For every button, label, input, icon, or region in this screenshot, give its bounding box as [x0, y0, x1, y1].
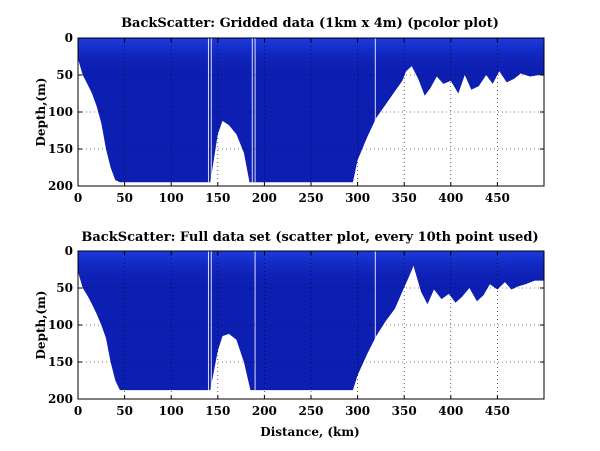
top-panel-y-tick-label: 50 [56, 68, 73, 82]
top-panel: BackScatter: Gridded data (1km x 4m) (pc… [34, 16, 545, 205]
top-panel-y-tick-label: 150 [48, 142, 73, 156]
top-panel-x-tick-label: 50 [116, 191, 133, 205]
bottom-panel-y-tick-label: 50 [56, 281, 73, 295]
top-panel-x-tick-label: 200 [252, 191, 277, 205]
top-panel-y-tick-label: 200 [48, 179, 73, 193]
bottom-panel-y-tick-label: 200 [48, 392, 73, 406]
bottom-panel-x-tick-label: 100 [159, 404, 184, 418]
top-panel-x-tick-label: 350 [392, 191, 417, 205]
bottom-panel-x-tick-label: 450 [485, 404, 510, 418]
top-panel-x-tick-label: 150 [205, 191, 230, 205]
top-panel-y-tick-label: 100 [48, 105, 73, 119]
bottom-panel-y-tick-label: 0 [65, 244, 73, 258]
top-panel-x-tick-label: 100 [159, 191, 184, 205]
bottom-panel-backscatter-field [78, 251, 544, 396]
bottom-panel-x-tick-label: 350 [392, 404, 417, 418]
bottom-panel-y-tick-label: 100 [48, 318, 73, 332]
top-panel-x-tick-label: 0 [74, 191, 82, 205]
bottom-panel-x-tick-label: 50 [116, 404, 133, 418]
top-panel-x-tick-label: 400 [438, 191, 463, 205]
top-panel-x-tick-label: 450 [485, 191, 510, 205]
bottom-panel-plot-area: 0 50 100 150 200 250 300 350 400 450 0 50 100 150 200 [48, 244, 545, 418]
bottom-panel-x-tick-label: 250 [298, 404, 323, 418]
top-panel-title: BackScatter: Gridded data (1km x 4m) (pc… [121, 16, 499, 31]
bottom-panel: BackScatter: Full data set (scatter plot… [34, 230, 545, 439]
bottom-panel-x-tick-label: 400 [438, 404, 463, 418]
bottom-panel-x-tick-label: 0 [74, 404, 82, 418]
bottom-panel-x-tick-label: 150 [205, 404, 230, 418]
top-panel-plot-area: 0 50 100 150 200 250 300 350 400 450 0 50 100 150 200 [48, 31, 545, 205]
bottom-panel-x-tick-label: 300 [345, 404, 370, 418]
bottom-panel-title: BackScatter: Full data set (scatter plot… [81, 230, 538, 245]
top-panel-x-tick-label: 300 [345, 191, 370, 205]
bottom-panel-y-axis-label: Depth,(m) [34, 291, 48, 360]
bottom-panel-x-tick-label: 200 [252, 404, 277, 418]
bottom-panel-x-axis-label: Distance, (km) [260, 425, 359, 439]
top-panel-y-tick-label: 0 [65, 31, 73, 45]
bottom-panel-y-tick-label: 150 [48, 355, 73, 369]
top-panel-y-axis-label: Depth,(m) [34, 78, 48, 147]
top-panel-x-tick-label: 250 [298, 191, 323, 205]
